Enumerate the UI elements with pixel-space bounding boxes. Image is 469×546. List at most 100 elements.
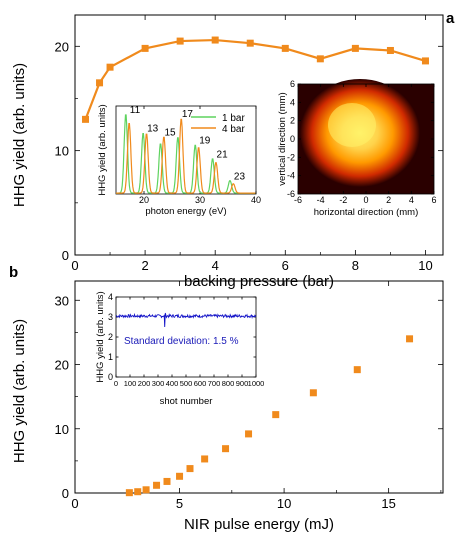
inset-beam-ytick-label: 0	[290, 134, 295, 144]
inset-beam-ytick-label: 6	[290, 79, 295, 89]
inset-stability-xtick-label: 800	[222, 379, 235, 388]
panel-b-ylabel: HHG yield (arb. units)	[11, 319, 28, 463]
legend-1bar-label: 1 bar	[222, 113, 245, 124]
panel-a-series	[82, 36, 429, 123]
inset-beam-xtick-label: 4	[409, 195, 414, 205]
panel-b-frame	[74, 280, 444, 494]
inset-spectrum-xtick-label: 30	[195, 195, 205, 205]
inset-stability-xtick-label: 1000	[248, 379, 265, 388]
panel-a-ytick-label: 20	[55, 39, 69, 54]
legend-4bar-label: 4 bar	[222, 124, 245, 135]
inset-beam-xtick-label: 2	[386, 195, 391, 205]
panel-a-marker	[211, 36, 219, 44]
inset-spectrum-ylabel: HHG yield (arb. units)	[97, 104, 108, 195]
inset-stability-xtick-label: 100	[124, 379, 137, 388]
inset-spectrum-xlabel: photon energy (eV)	[145, 206, 226, 217]
panel-a-label: a	[446, 10, 455, 27]
panel-a-marker	[106, 63, 114, 71]
inset-stability-ylabel: HHG yield (arb. units)	[95, 291, 106, 382]
inset-stability-xtick-label: 700	[208, 379, 221, 388]
inset-stability-ytick-label: 3	[108, 312, 113, 322]
panel-a-marker	[96, 79, 104, 87]
inset-beam-xtick-label: -4	[317, 195, 325, 205]
panel-a-xtick-label: 2	[141, 258, 148, 273]
inset-stability-xtick-label: 400	[166, 379, 179, 388]
inset-spectrum-peak-labels: 11 13 15 17 19 21 23	[130, 105, 246, 183]
inset-spectrum-legend: 1 bar 4 bar	[191, 113, 245, 135]
inset-stability-xlabel: shot number	[160, 396, 213, 407]
spectrum-line-4bar	[116, 118, 256, 194]
inset-beam-ytick-label: -4	[287, 171, 295, 181]
panel-b-marker	[142, 486, 150, 494]
panel-a-marker	[82, 115, 90, 123]
peak-label-13: 13	[147, 124, 159, 135]
panel-b-marker	[176, 472, 184, 480]
panel-b-marker	[406, 335, 414, 343]
inset-spectrum-lines	[116, 114, 256, 194]
panel-b-label: b	[9, 264, 18, 281]
peak-label-11: 11	[130, 105, 141, 116]
inset-beam-ytick-label: 2	[290, 116, 295, 126]
panel-a-xtick-label: 0	[71, 258, 78, 273]
panel-a-ytick-label: 0	[62, 248, 69, 263]
inset-beam-profile: -6 -4 -2 0 2 4 6 -6 -4 -2 0 2 4 6 vertical direction …	[277, 79, 437, 218]
inset-spectrum-frame	[115, 105, 257, 195]
panel-a-xtick-label: 10	[418, 258, 432, 273]
panel-b-marker	[309, 389, 317, 397]
inset-beam-ytick-label: 4	[290, 97, 295, 107]
panel-b-ytick-label: 0	[62, 486, 69, 501]
panel-a-ylabel: HHG yield (arb. units)	[11, 63, 28, 207]
inset-spectrum: 20 30 40 11 13 15 17 19 21 23 HHG yield (arb. un…	[97, 104, 261, 217]
panel-a-marker	[316, 55, 324, 63]
inset-stability-trace	[115, 312, 257, 328]
panel-b-marker	[353, 366, 361, 374]
panel-b-marker	[153, 481, 161, 489]
panel-a-marker	[351, 44, 359, 52]
panel-b-marker	[245, 430, 253, 438]
panel-b-xtick-label: 5	[176, 496, 183, 511]
panel-b-xtick-label: 10	[277, 496, 291, 511]
panel-b-marker	[272, 411, 280, 419]
inset-stability-xtick-label: 600	[194, 379, 207, 388]
peak-label-21: 21	[217, 149, 229, 160]
panel-a-marker	[421, 57, 429, 65]
inset-beam-xtick-label: 6	[431, 195, 436, 205]
stddev-annotation: Standard deviation: 1.5 %	[124, 336, 239, 347]
inset-stability-xtick-label: 200	[138, 379, 151, 388]
panel-b-marker	[222, 445, 230, 453]
inset-spectrum-xtick-label: 20	[139, 195, 149, 205]
panel-b-marker	[201, 455, 209, 463]
panel-b-marker	[186, 465, 194, 473]
panel-a-ytick-label: 10	[55, 144, 69, 159]
inset-stability-ytick-label: 1	[108, 352, 113, 362]
panel-b-marker	[134, 488, 142, 496]
peak-label-23: 23	[234, 171, 246, 182]
inset-spectrum-xtick-label: 40	[251, 195, 261, 205]
panel-b-xtick-label: 15	[381, 496, 395, 511]
inset-stability-ytick-label: 2	[108, 332, 113, 342]
panel-b-xtick-label: 0	[71, 496, 78, 511]
panel-a-marker	[246, 39, 254, 47]
inset-beam-axes: -6 -4 -2 0 2 4 6 -6 -4 -2 0 2 4 6	[287, 79, 437, 205]
panel-b-ytick-label: 30	[55, 293, 69, 308]
inset-beam-ytick-label: -2	[287, 152, 295, 162]
peak-label-19: 19	[199, 136, 211, 147]
inset-beam-ytick-label: -6	[287, 189, 295, 199]
panel-b-marker	[125, 489, 133, 497]
inset-stability-axes: 0 100 200 300 400 500 600 700 800 900 1000 0 1 2 3 4	[108, 292, 264, 388]
panel-a-xtick-label: 8	[352, 258, 359, 273]
panel-a-marker	[281, 44, 289, 52]
peak-label-15: 15	[164, 127, 176, 138]
inset-beam-xtick-label: 0	[363, 195, 368, 205]
beam-core	[328, 103, 376, 147]
inset-beam-xtick-label: -6	[294, 195, 302, 205]
panel-a-marker	[386, 46, 394, 54]
panel-b-series	[125, 335, 414, 497]
panel-a-xtick-label: 4	[212, 258, 219, 273]
inset-stability-xtick-label: 500	[180, 379, 193, 388]
panel-a-xtick-label: 6	[282, 258, 289, 273]
inset-stability-ytick-label: 4	[108, 292, 113, 302]
